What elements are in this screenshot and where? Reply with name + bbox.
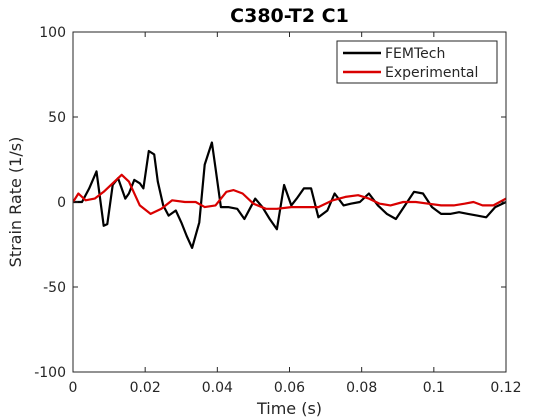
x-axis-label: Time (s) <box>256 399 322 418</box>
series-line-experimental <box>73 173 506 215</box>
legend-label-experimental: Experimental <box>385 65 478 81</box>
x-tick-label: 0 <box>69 380 78 396</box>
legend-box <box>336 40 498 84</box>
y-tick-label: 100 <box>39 25 66 41</box>
x-tick-label: 0.04 <box>202 380 233 396</box>
plot-area <box>73 32 506 372</box>
x-tick-label: 0.08 <box>346 380 377 396</box>
legend-label-femtech: FEMTech <box>385 46 445 62</box>
y-tick-label: 0 <box>57 195 66 211</box>
axes: 0 0.02 0.04 0.06 0.08 0.1 0.12 -100 -50 0 50 100 <box>34 25 521 396</box>
y-tick-label: -50 <box>43 280 66 296</box>
x-tick-label: 0.12 <box>490 380 521 396</box>
x-tick-label: 0.02 <box>130 380 161 396</box>
y-tick-label: -100 <box>34 365 66 381</box>
x-tick-label: 0.1 <box>423 380 445 396</box>
chart-title: C380-T2 C1 <box>230 5 349 27</box>
legend: FEMTech Experimental <box>336 40 498 84</box>
y-axis-label: Strain Rate (1/s) <box>6 137 25 268</box>
y-tick-label: 50 <box>48 110 66 126</box>
x-tick-label: 0.06 <box>274 380 305 396</box>
